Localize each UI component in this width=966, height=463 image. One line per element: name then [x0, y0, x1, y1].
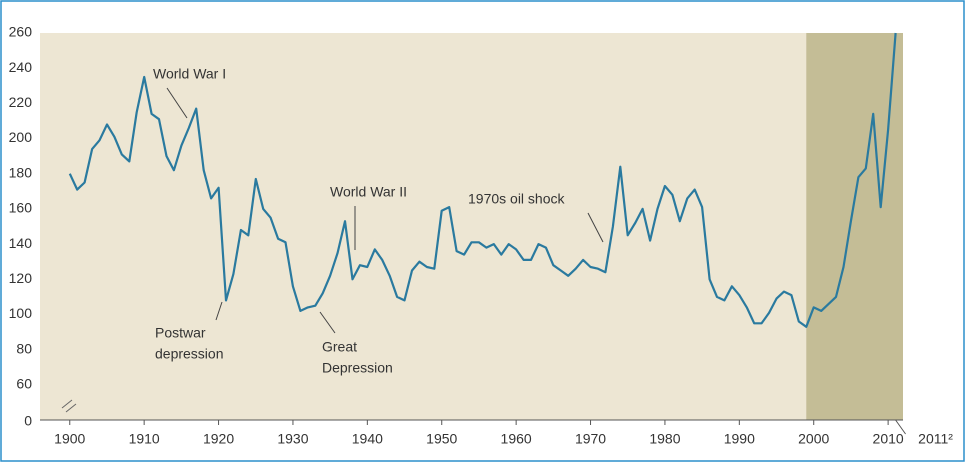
leader-line — [215, 301, 223, 321]
leader-line — [319, 311, 336, 334]
annotation: World War II — [330, 184, 407, 200]
x-tick — [895, 419, 906, 435]
x-tick-label: 1990 — [724, 431, 755, 447]
y-tick-label: 120 — [9, 270, 33, 286]
y-tick-label: 0 — [24, 413, 32, 429]
plot-background — [40, 33, 903, 420]
y-tick-label: 140 — [9, 235, 33, 251]
y-tick-label: 160 — [9, 200, 33, 216]
annotation: 1970s oil shock — [468, 191, 566, 207]
y-tick-label: 260 — [9, 24, 33, 40]
y-tick-label: 240 — [9, 59, 33, 75]
leader-line — [166, 87, 188, 119]
y-tick-label: 80 — [16, 340, 32, 356]
x-tick-label: 2010 — [873, 431, 904, 447]
plot-area: 0 60 80 100 120 140 160 180 200 220 240 260 1900 1910… — [9, 24, 954, 447]
x-tick-label: 1940 — [352, 431, 383, 447]
annotation: depression — [155, 346, 224, 362]
x-tick-label: 1950 — [426, 431, 457, 447]
x-tick-label: 2011² — [918, 431, 953, 447]
x-tick-label: 1980 — [649, 431, 680, 447]
x-tick-label: 2000 — [798, 431, 829, 447]
x-tick-label: 1930 — [277, 431, 308, 447]
annotation: World War I — [153, 66, 226, 82]
annotation: Depression — [322, 360, 393, 376]
y-tick-label: 60 — [16, 376, 32, 392]
x-tick-label: 1910 — [129, 431, 160, 447]
axis-break — [61, 399, 77, 413]
data-line — [68, 32, 897, 328]
x-tick-label: 1920 — [203, 431, 234, 447]
x-tick-label: 1970 — [575, 431, 606, 447]
annotation: Postwar — [155, 325, 206, 341]
y-tick-label: 100 — [9, 305, 33, 321]
annotations: World War I Postwar depression World War… — [153, 66, 604, 376]
annotation: Great — [322, 339, 357, 355]
y-tick-label: 180 — [9, 164, 33, 180]
y-tick-label: 200 — [9, 129, 33, 145]
shaded-region — [806, 33, 903, 420]
y-tick-label: 220 — [9, 94, 33, 110]
x-tick-label: 1900 — [54, 431, 85, 447]
x-tick-label: 1960 — [501, 431, 532, 447]
leader-line — [587, 212, 604, 243]
